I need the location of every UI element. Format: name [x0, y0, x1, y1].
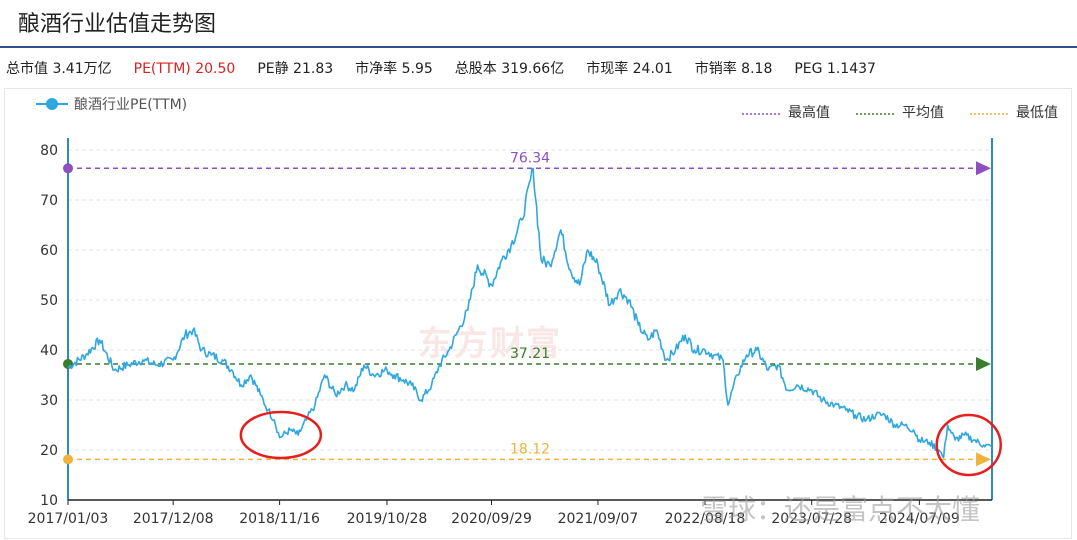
stat-item: 总股本 319.66亿	[454, 61, 565, 77]
annotation-circle	[935, 413, 1002, 477]
reference-value-label: 37.21	[510, 346, 550, 362]
legend-label: 平均值	[902, 105, 944, 121]
legend-marker	[46, 98, 58, 110]
series-line	[67, 167, 993, 459]
stat-item: 总市值 3.41万亿	[6, 61, 112, 77]
title-divider	[0, 46, 1077, 48]
reference-marker	[63, 454, 73, 465]
annotation-circle	[239, 410, 323, 460]
x-tick-label: 2017/12/08	[133, 511, 214, 527]
y-tick-label: 70	[40, 193, 58, 209]
y-tick-label: 40	[40, 343, 58, 359]
stat-item: PEG 1.1437	[794, 61, 876, 77]
eastmoney-watermark: 东方财富	[418, 324, 562, 364]
x-tick-label: 2020/09/29	[451, 511, 532, 527]
reference-arrow	[976, 356, 991, 371]
stat-item: PE静 21.83	[257, 61, 334, 77]
x-tick-label: 2019/10/28	[347, 511, 428, 527]
xueqiu-watermark: 雪球：还是富点不太懂	[700, 493, 981, 526]
stats-bar: 总市值 3.41万亿 PE(TTM) 20.50 PE静 21.83 市净率 5.95…	[6, 58, 898, 78]
x-tick-label: 2023/07/28	[771, 511, 852, 527]
stat-item: 市现率 24.01	[586, 61, 673, 77]
stat-item: 市销率 8.18	[694, 61, 773, 77]
y-tick-label: 80	[40, 143, 58, 159]
x-tick-label: 2017/01/03	[28, 511, 109, 527]
legend-label: 最低值	[1016, 105, 1058, 121]
page-title: 酿酒行业估值走势图	[18, 12, 217, 37]
reference-arrow	[976, 161, 991, 176]
chart-frame	[4, 88, 1072, 539]
x-tick-label: 2018/11/16	[239, 511, 320, 527]
stat-item: 市净率 5.95	[355, 61, 433, 77]
x-tick-label: 2022/08/18	[665, 511, 746, 527]
y-tick-label: 20	[40, 443, 58, 459]
y-tick-label: 30	[40, 393, 58, 409]
x-tick-label: 2021/09/07	[558, 511, 639, 527]
stat-item: PE(TTM) 20.50	[133, 61, 236, 77]
reference-value-label: 18.12	[510, 441, 550, 457]
reference-marker	[63, 163, 73, 174]
legend-label: 酿酒行业PE(TTM)	[74, 97, 187, 113]
reference-value-label: 76.34	[510, 150, 550, 166]
y-tick-label: 50	[40, 293, 58, 309]
y-tick-label: 60	[40, 243, 58, 259]
reference-arrow	[976, 452, 991, 467]
y-tick-label: 10	[40, 493, 58, 509]
legend-label: 最高值	[788, 104, 830, 121]
x-tick-label: 2024/07/09	[879, 511, 960, 527]
